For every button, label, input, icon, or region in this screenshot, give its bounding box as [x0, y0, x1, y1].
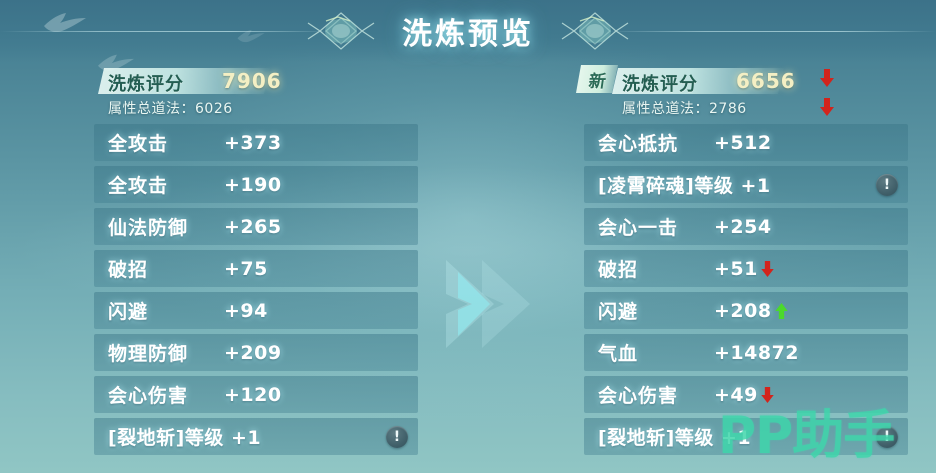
stat-value-group: +373 — [224, 132, 282, 154]
stat-value: +75 — [224, 257, 268, 280]
stat-value-group: +254 — [714, 216, 772, 238]
page-title: 洗炼预览 — [402, 17, 534, 52]
stat-value-group: +209 — [224, 342, 282, 364]
stat-value: +51 — [714, 257, 758, 280]
stat-row: 会心伤害 +120 — [94, 376, 418, 413]
current-stats-panel: 洗炼评分 7906 属性总道法：6026 全攻击 +373 全攻击 +190 仙法防御 +… — [76, 62, 436, 473]
stat-name: 闪避 — [598, 301, 639, 323]
trend-down-icon — [761, 260, 775, 278]
stat-value-group: +120 — [224, 384, 282, 406]
total-attribute-label: 属性总道法：2786 — [622, 101, 747, 117]
new-stat-rows: 会心抵抗 +512 [凌霄碎魂]等级 +1! 会心一击 +254 破招 +51 闪避 +208 气… — [584, 124, 908, 460]
stat-row: 破招 +75 — [94, 250, 418, 287]
stat-name: 破招 — [598, 259, 639, 281]
stat-row: 会心抵抗 +512 — [584, 124, 908, 161]
score-value: 6656 — [736, 69, 796, 93]
info-button[interactable]: ! — [876, 173, 898, 196]
header-rule-left — [0, 31, 330, 32]
stat-value: +512 — [714, 131, 772, 154]
stat-row: 破招 +51 — [584, 250, 908, 287]
new-badge-label: 新 — [586, 71, 607, 92]
score-ribbon — [98, 68, 270, 94]
title-bar: 洗炼预览 — [0, 4, 936, 58]
stat-name: 气血 — [598, 343, 639, 365]
stat-row: 会心一击 +254 — [584, 208, 908, 245]
stat-name: 破招 — [108, 259, 149, 281]
trend-down-icon — [761, 386, 775, 404]
stat-value-group: +51 — [714, 258, 775, 280]
stat-name: 会心一击 — [598, 217, 679, 239]
trend-up-icon — [774, 302, 789, 320]
trend-down-icon — [820, 98, 834, 116]
stat-row: 气血 +14872 — [584, 334, 908, 371]
stat-value: +190 — [224, 173, 282, 196]
stat-skill-label: [裂地斩]等级 +1 — [598, 427, 752, 449]
stat-value-group: +75 — [224, 258, 268, 280]
stat-row: 全攻击 +373 — [94, 124, 418, 161]
stat-value-group: +512 — [714, 132, 772, 154]
stat-value-group: +94 — [224, 300, 268, 322]
stat-row: 仙法防御 +265 — [94, 208, 418, 245]
info-button[interactable]: ! — [386, 425, 408, 448]
stat-value: +120 — [224, 383, 282, 406]
stat-name: 会心伤害 — [598, 385, 679, 407]
header-rule-right — [606, 31, 936, 32]
stat-name: 全攻击 — [108, 175, 169, 197]
stat-row: [裂地斩]等级 +1! — [584, 418, 908, 455]
info-button[interactable]: ! — [876, 425, 898, 448]
stat-row: [凌霄碎魂]等级 +1! — [584, 166, 908, 203]
trend-down-icon — [820, 69, 834, 87]
score-label: 洗炼评分 — [108, 74, 184, 95]
stat-skill-label: [凌霄碎魂]等级 +1 — [598, 175, 771, 197]
new-stats-panel: 新 洗炼评分 6656 属性总道法：2786 会心抵抗 +512 [凌霄碎魂]等级 … — [566, 62, 926, 473]
stat-row: 闪避 +208 — [584, 292, 908, 329]
stat-name: 全攻击 — [108, 133, 169, 155]
stat-value: +209 — [224, 341, 282, 364]
score-ribbon — [612, 68, 784, 94]
stat-name: 会心伤害 — [108, 385, 189, 407]
current-stat-rows: 全攻击 +373 全攻击 +190 仙法防御 +265 破招 +75 闪避 +94 物理防御 +209… — [94, 124, 418, 460]
total-attribute-label: 属性总道法：6026 — [108, 101, 233, 117]
current-score-header: 洗炼评分 7906 属性总道法：6026 — [76, 62, 436, 124]
stat-value-group: +265 — [224, 216, 282, 238]
stat-row: [裂地斩]等级 +1! — [94, 418, 418, 455]
stat-row: 物理防御 +209 — [94, 334, 418, 371]
stat-value: +49 — [714, 383, 758, 406]
stat-name: 物理防御 — [108, 343, 189, 365]
diamond-ornament-icon — [298, 7, 384, 55]
stat-value-group: +190 — [224, 174, 282, 196]
stat-value: +254 — [714, 215, 772, 238]
stat-name: 会心抵抗 — [598, 133, 679, 155]
stat-row: 闪避 +94 — [94, 292, 418, 329]
score-label: 洗炼评分 — [622, 74, 698, 95]
stat-name: 闪避 — [108, 301, 149, 323]
diamond-ornament-icon — [552, 7, 638, 55]
stat-name: 仙法防御 — [108, 217, 189, 239]
stat-skill-label: [裂地斩]等级 +1 — [108, 427, 262, 449]
stat-value-group: +49 — [714, 384, 775, 406]
stat-value: +265 — [224, 215, 282, 238]
stat-row: 全攻击 +190 — [94, 166, 418, 203]
stat-value: +14872 — [714, 341, 800, 364]
new-score-header: 新 洗炼评分 6656 属性总道法：2786 — [566, 62, 926, 124]
stat-value-group: +14872 — [714, 342, 799, 364]
double-chevron-right-icon — [438, 252, 548, 356]
stat-value-group: +208 — [714, 300, 789, 322]
new-badge: 新 — [576, 65, 618, 93]
stat-value: +373 — [224, 131, 282, 154]
stat-value: +208 — [714, 299, 772, 322]
stat-row: 会心伤害 +49 — [584, 376, 908, 413]
stat-value: +94 — [224, 299, 268, 322]
score-value: 7906 — [222, 69, 282, 93]
